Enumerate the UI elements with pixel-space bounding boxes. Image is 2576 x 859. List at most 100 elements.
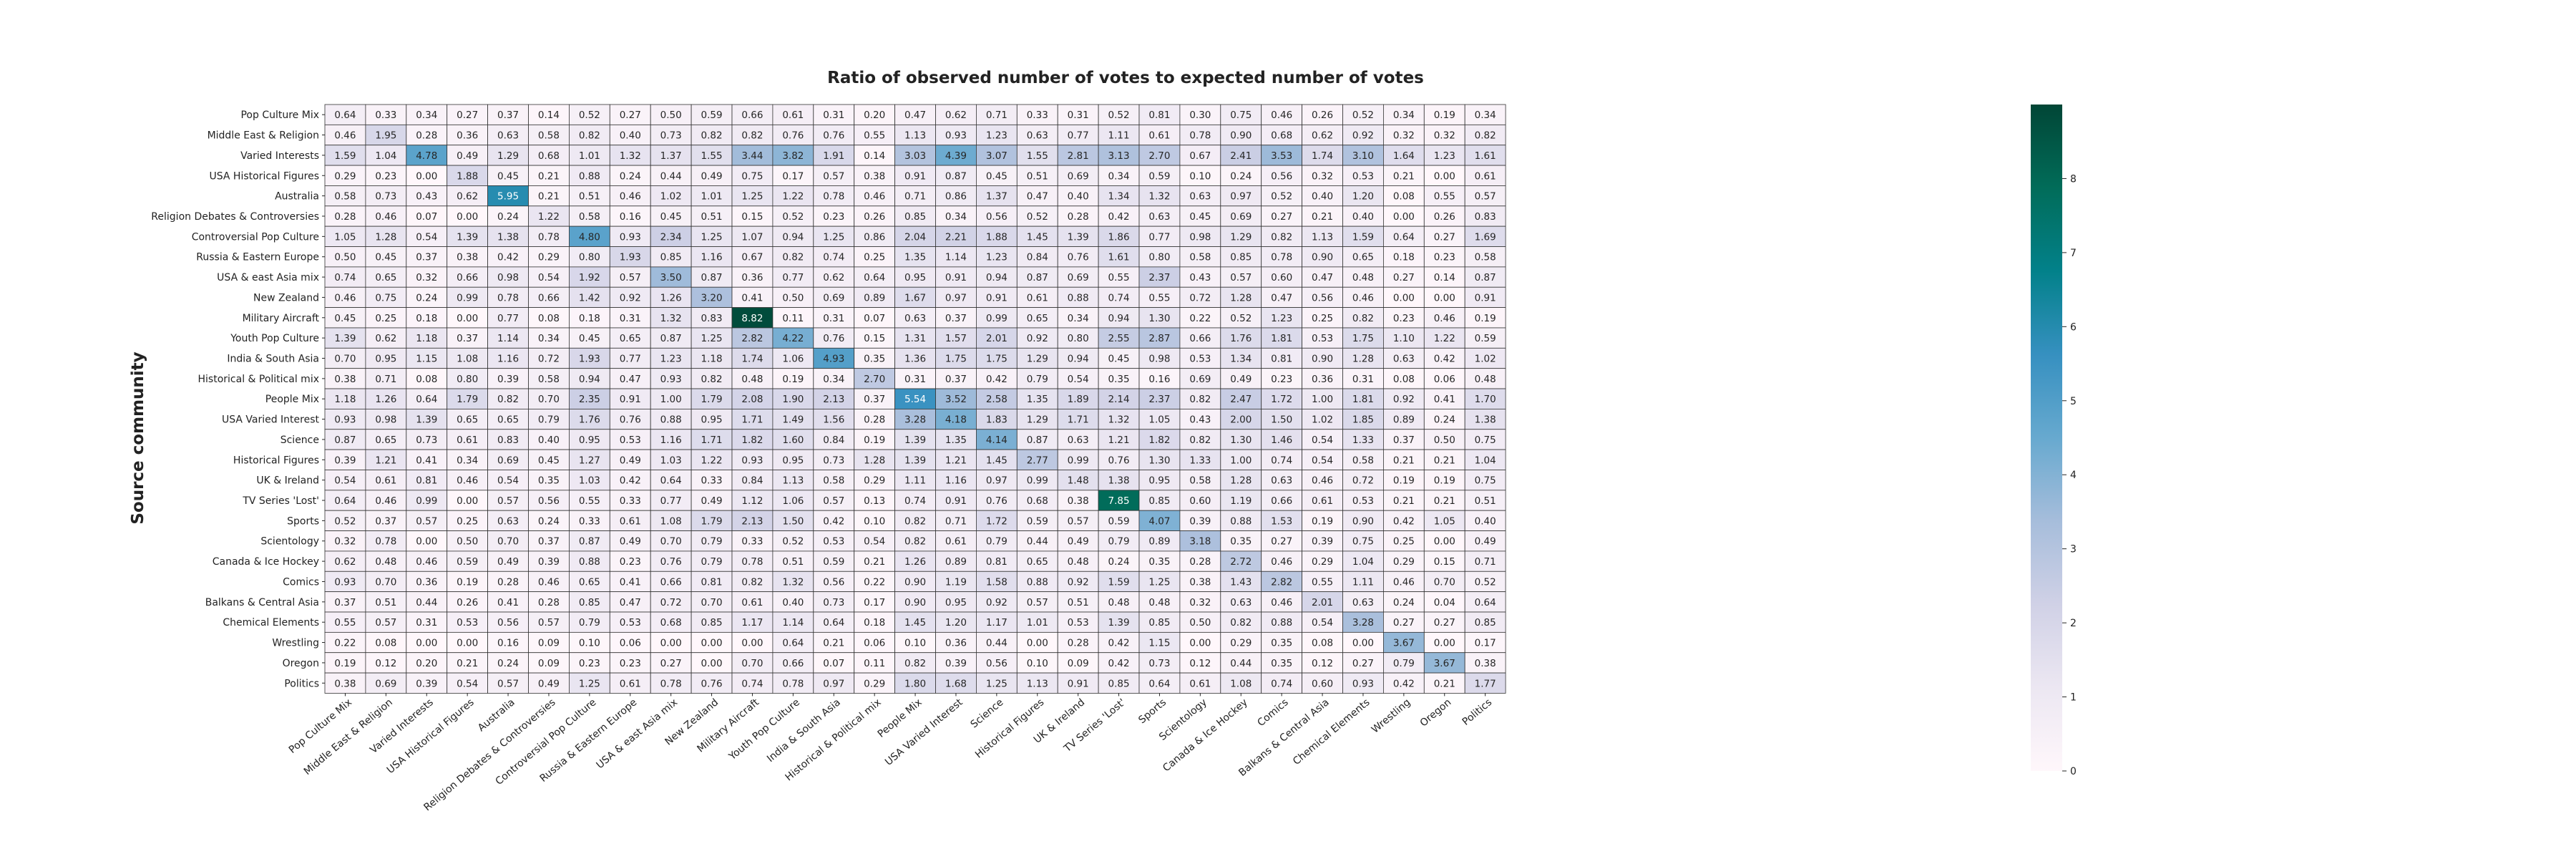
- cell-value-label: 0.44: [1027, 536, 1048, 548]
- cell-value-label: 0.39: [945, 658, 967, 669]
- heatmap-cell: [813, 530, 855, 552]
- heatmap-cell: [406, 631, 448, 654]
- cell-value-label: 0.16: [497, 638, 519, 649]
- cell-value-label: 0.79: [1027, 374, 1048, 385]
- cell-value-label: 0.63: [497, 515, 519, 527]
- cell-value-label: 1.14: [497, 333, 519, 344]
- cell-value-label: 0.23: [1434, 252, 1455, 263]
- heatmap-cell: [487, 246, 529, 268]
- cell-value-label: 0.52: [1027, 211, 1048, 223]
- cell-value-label: 1.05: [1434, 515, 1455, 527]
- heatmap-cell: [650, 631, 692, 654]
- heatmap-cell: [976, 104, 1018, 125]
- cell-value-label: 1.59: [1108, 576, 1130, 588]
- cell-value-label: 0.98: [497, 272, 519, 283]
- heatmap-cell: [1220, 225, 1262, 247]
- cell-value-label: 1.49: [782, 414, 804, 426]
- cell-value-label: 1.38: [497, 231, 519, 243]
- cell-value-label: 0.47: [1312, 272, 1333, 283]
- cell-value-label: 2.81: [1068, 150, 1089, 162]
- cell-value-label: 0.44: [416, 597, 437, 608]
- cell-value-label: 0.42: [1108, 211, 1130, 223]
- heatmap-cell: [731, 246, 774, 268]
- cell-value-label: 0.87: [1027, 272, 1048, 283]
- column-label: Historical Figures: [973, 697, 1046, 760]
- cell-value-label: 0.15: [741, 211, 763, 223]
- heatmap-cell: [1464, 429, 1506, 450]
- heatmap-cell: [1057, 530, 1099, 552]
- cell-value-label: 0.48: [1068, 556, 1089, 568]
- heatmap-cell: [1057, 104, 1099, 125]
- heatmap-cell: [1464, 672, 1506, 694]
- cell-value-label: 0.66: [741, 110, 763, 121]
- heatmap-cell: [1464, 652, 1506, 674]
- cell-value-label: 0.78: [1271, 252, 1292, 263]
- cell-value-label: 0.27: [1434, 617, 1455, 629]
- cell-value-label: 2.72: [1230, 556, 1252, 568]
- heatmap-cell: [1098, 510, 1140, 531]
- heatmap-cell: [1179, 490, 1221, 511]
- cell-value-label: 0.69: [1189, 374, 1211, 385]
- cell-value-label: 0.65: [1027, 313, 1048, 324]
- heatmap-cell: [1098, 145, 1140, 166]
- cell-value-label: 1.32: [660, 313, 682, 324]
- cell-value-label: 3.44: [741, 150, 763, 162]
- cell-value-label: 0.30: [1189, 110, 1211, 121]
- cell-value-label: 0.29: [1230, 638, 1252, 649]
- heatmap-cell: [365, 225, 407, 247]
- cell-value-label: 1.83: [986, 414, 1008, 426]
- cell-value-label: 0.82: [741, 576, 763, 588]
- heatmap-cell: [487, 652, 529, 674]
- cell-value-label: 0.28: [538, 597, 560, 608]
- cell-value-label: 1.76: [1230, 333, 1252, 344]
- heatmap-cell: [1057, 225, 1099, 247]
- cell-value-label: 0.54: [864, 536, 885, 548]
- heatmap-cell: [1261, 510, 1302, 531]
- cell-value-label: 0.93: [334, 414, 356, 426]
- cell-value-label: 0.95: [701, 414, 723, 426]
- heatmap-cell: [976, 510, 1018, 531]
- cell-value-label: 0.82: [701, 374, 723, 385]
- cell-value-label: 0.33: [375, 110, 396, 121]
- cell-value-label: 0.45: [660, 211, 682, 223]
- heatmap-cell: [1464, 104, 1506, 125]
- cell-value-label: 0.25: [1393, 536, 1415, 548]
- cell-value-label: 3.28: [904, 414, 926, 426]
- row-label: USA Varied Interest: [222, 414, 320, 426]
- cell-value-label: 1.20: [945, 617, 967, 629]
- heatmap-cell: [854, 530, 895, 552]
- cell-value-label: 0.92: [1027, 333, 1048, 344]
- heatmap-cell: [1261, 124, 1302, 146]
- cell-value-label: 0.88: [1068, 292, 1089, 304]
- cell-value-label: 0.54: [1312, 435, 1333, 446]
- heatmap-cell: [894, 591, 936, 613]
- cell-value-label: 0.00: [1434, 170, 1455, 182]
- cell-value-label: 0.46: [1271, 556, 1292, 568]
- heatmap-cell: [609, 470, 651, 491]
- heatmap-cell: [1423, 388, 1465, 409]
- cell-value-label: 0.55: [864, 130, 885, 142]
- cell-value-label: 0.35: [1271, 658, 1292, 669]
- heatmap-cell: [447, 327, 489, 349]
- cell-value-label: 0.59: [457, 556, 478, 568]
- heatmap-cell: [447, 490, 489, 511]
- heatmap-cell: [569, 327, 610, 349]
- cell-value-label: 0.94: [579, 374, 600, 385]
- heatmap-cell: [447, 571, 489, 593]
- cell-value-label: 1.28: [375, 231, 396, 243]
- cell-value-label: 1.25: [823, 231, 844, 243]
- cell-value-label: 1.26: [375, 394, 396, 405]
- row-label: Pop Culture Mix: [240, 110, 319, 121]
- cell-value-label: 0.12: [1312, 658, 1333, 669]
- cell-value-label: 0.29: [864, 678, 885, 689]
- heatmap-cell: [1016, 591, 1058, 613]
- cell-value-label: 0.46: [1271, 597, 1292, 608]
- cell-value-label: 0.63: [1189, 191, 1211, 203]
- cell-value-label: 1.88: [457, 170, 478, 182]
- heatmap-cell: [406, 347, 448, 369]
- cell-value-label: 0.19: [864, 435, 885, 446]
- heatmap-cell: [1342, 124, 1384, 146]
- heatmap-cell: [1138, 611, 1181, 633]
- cell-value-label: 1.45: [904, 617, 926, 629]
- heatmap-cell: [1098, 266, 1140, 288]
